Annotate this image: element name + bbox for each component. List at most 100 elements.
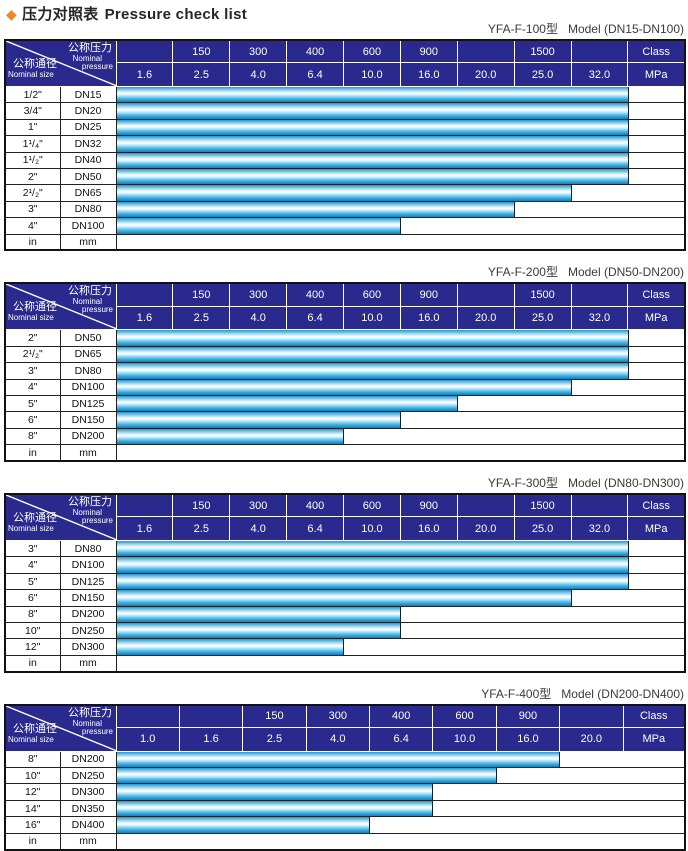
bar-cell — [115, 767, 686, 785]
size-cell: 4" — [4, 378, 61, 396]
mpa-header-cell: 4.0 — [229, 62, 288, 87]
table-row: 3" DN80 — [4, 362, 686, 380]
pressure-bar — [116, 120, 629, 135]
mpa-header-cell: 32.0 — [570, 62, 629, 87]
corner-size-en: Nominal size — [8, 524, 54, 534]
mpa-header-cell: 16.0 — [399, 516, 458, 542]
model-range-label: Model (DN50-DN200) — [567, 265, 684, 280]
mpa-header-cell: 6.4 — [286, 62, 344, 87]
model-name-label: YFA-F-200型 — [487, 265, 558, 280]
bar-cell — [115, 605, 686, 623]
pressure-bar — [116, 330, 629, 346]
dn-cell: DN200 — [59, 750, 117, 769]
mpa-header-cell: 1.6 — [115, 62, 174, 87]
pressure-bar — [116, 412, 401, 428]
dn-cell: DN80 — [59, 362, 117, 380]
pressure-bar — [116, 623, 401, 638]
mpa-header-cell: 16.0 — [399, 62, 458, 87]
unit-mm-cell: mm — [59, 233, 117, 251]
pressure-bar — [116, 153, 629, 168]
table-model-row: YFA-F-200型 Model (DN50-DN200) — [4, 265, 684, 279]
diagonal-divider-line — [6, 284, 115, 329]
pressure-bar — [116, 363, 629, 379]
table-row: 5" DN125 — [4, 394, 686, 413]
corner-pressure-en2: pressure — [81, 516, 113, 526]
class-unit-label: Class — [627, 39, 686, 64]
dn-cell: DN125 — [59, 394, 117, 413]
mpa-header-cell: 6.4 — [368, 726, 434, 752]
bar-cell — [115, 200, 686, 219]
bar-cell — [115, 85, 686, 104]
dn-cell: DN100 — [59, 217, 117, 235]
model-range-label: Model (DN200-DN400) — [561, 686, 684, 701]
dn-cell: DN50 — [59, 167, 117, 186]
bar-cell — [115, 167, 686, 186]
size-cell: 4" — [4, 556, 61, 574]
size-cell: 1" — [4, 118, 61, 137]
size-cell: 3" — [4, 200, 61, 219]
bar-cell — [115, 411, 686, 429]
class-header-cell: 600 — [343, 282, 401, 307]
mpa-unit-label: MPa — [627, 305, 686, 331]
tables-container: YFA-F-100型 Model (DN15-DN100) 公称压力 Nominal p… — [4, 22, 686, 851]
pressure-bar — [116, 103, 629, 119]
table-row: 2" DN50 — [4, 167, 686, 186]
corner-cell-content: 公称压力 Nominal pressure 公称通径 Nominal size — [6, 284, 115, 329]
pressure-bar — [116, 396, 458, 411]
corner-cell-content: 公称压力 Nominal pressure 公称通径 Nominal size — [6, 41, 115, 86]
size-cell: 1¹/₄" — [4, 135, 61, 153]
diamond-bullet-icon: ◆ — [6, 6, 18, 22]
pressure-table-YFA-F-400: 公称压力 Nominal pressure 公称通径 Nominal size 150 30… — [4, 703, 686, 851]
unit-mm-cell: mm — [59, 832, 117, 851]
mpa-header-cell: 16.0 — [399, 305, 458, 331]
class-unit-label: Class — [622, 704, 686, 728]
corner-cell: 公称压力 Nominal pressure 公称通径 Nominal size — [4, 704, 117, 752]
unit-row: in mm — [4, 832, 686, 851]
class-header-cell — [115, 39, 174, 64]
pressure-bar — [116, 574, 629, 589]
class-header-cell: 900 — [495, 704, 561, 728]
mpa-header-cell: 25.0 — [513, 62, 572, 87]
class-header-cell — [456, 39, 515, 64]
size-cell: 2" — [4, 329, 61, 347]
header-class-row: 公称压力 Nominal pressure 公称通径 Nominal size 150 30… — [4, 704, 686, 752]
mpa-header-cell: 20.0 — [456, 305, 515, 331]
dn-cell: DN250 — [59, 621, 117, 640]
title-row: ◆ 压力对照表 Pressure check list — [4, 6, 684, 24]
bar-cell — [115, 118, 686, 137]
mpa-header-cell: 32.0 — [570, 516, 629, 542]
pressure-bar — [117, 784, 434, 800]
class-header-cell: 900 — [399, 282, 458, 307]
size-cell: 2¹/₂" — [4, 184, 61, 202]
mpa-header-cell: 1.6 — [115, 305, 174, 331]
unit-in-cell: in — [4, 654, 61, 673]
size-cell: 3/4" — [4, 102, 61, 120]
page-title-zh: 压力对照表 — [22, 6, 99, 23]
dn-cell: DN20 — [59, 102, 117, 120]
pressure-bar — [116, 429, 345, 444]
pressure-bar — [116, 87, 629, 102]
dn-cell: DN300 — [59, 783, 117, 801]
size-cell: 3" — [4, 362, 61, 380]
mpa-header-cell: 1.6 — [115, 516, 174, 542]
mpa-header-cell: 4.0 — [229, 305, 288, 331]
pressure-table-YFA-F-100: 公称压力 Nominal pressure 公称通径 Nominal size 150 30… — [4, 39, 686, 252]
table-row: 2" DN50 — [4, 329, 686, 347]
bar-cell — [115, 135, 686, 153]
bar-cell — [115, 151, 686, 169]
bar-cell — [115, 427, 686, 446]
table-row: 3/4" DN20 — [4, 102, 686, 120]
mpa-header-cell: 10.0 — [343, 516, 401, 542]
bar-cell — [115, 783, 686, 801]
pressure-bar — [116, 136, 629, 152]
mpa-header-cell: 20.0 — [456, 62, 515, 87]
dn-cell: DN100 — [59, 378, 117, 396]
table-row: 4" DN100 — [4, 556, 686, 574]
corner-pressure-en2: pressure — [81, 726, 113, 736]
bar-cell — [115, 217, 686, 235]
bar-cell — [115, 799, 686, 818]
model-range-label: Model (DN15-DN100) — [567, 22, 684, 36]
pressure-bar — [116, 590, 572, 606]
diagonal-divider-line — [6, 705, 115, 751]
size-cell: 12" — [4, 783, 61, 801]
